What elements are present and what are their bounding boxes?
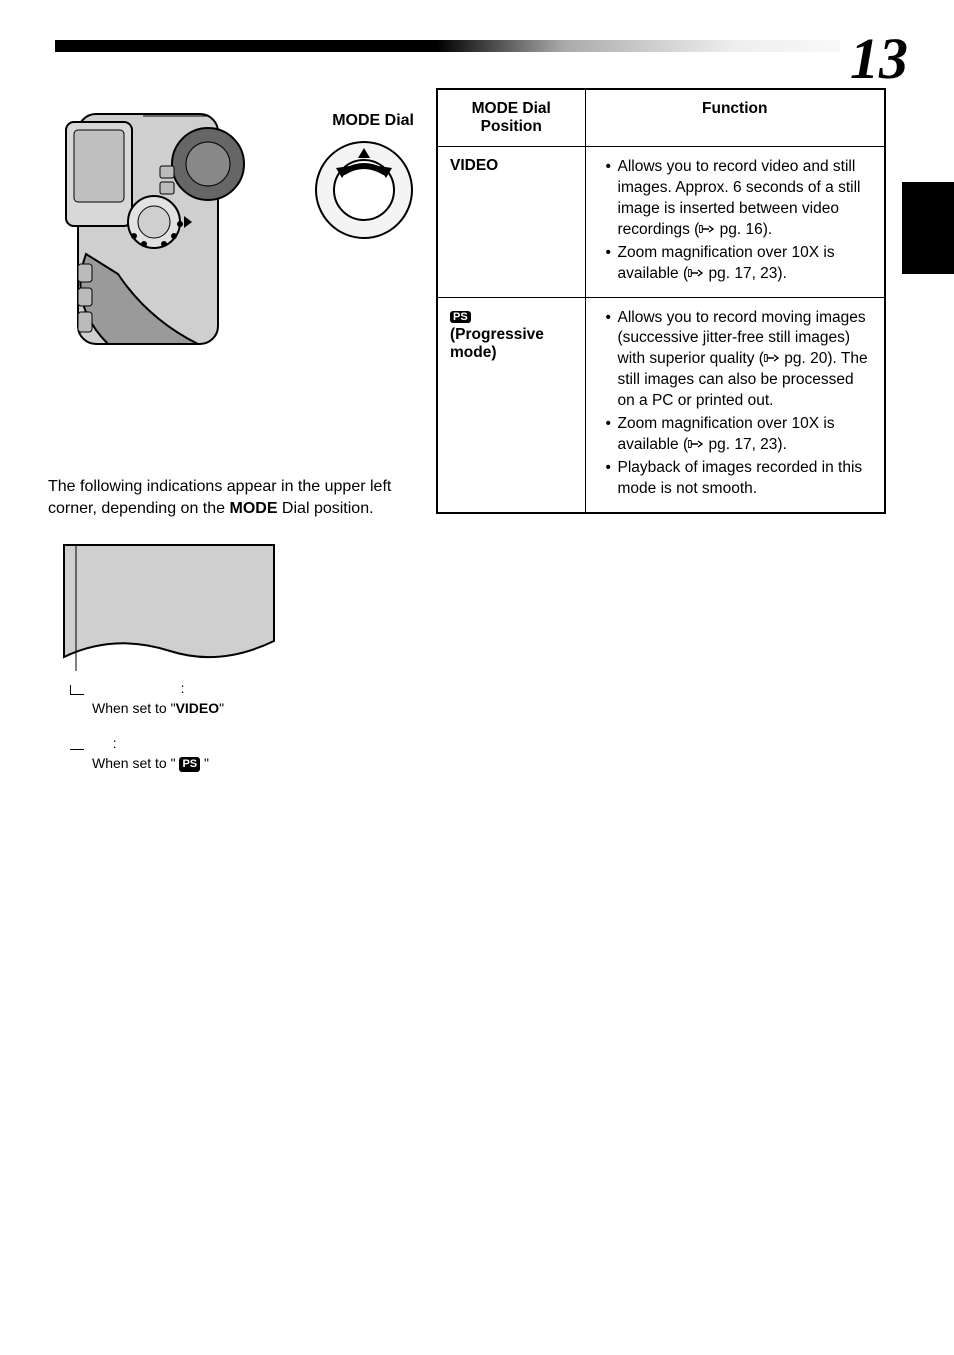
function-text-post: ). xyxy=(777,265,786,282)
function-item: Allows you to record moving images (succ… xyxy=(606,308,873,413)
page-ref-text: pg. 17, 23 xyxy=(708,265,777,282)
function-item: Zoom magnification over 10X is available… xyxy=(606,243,873,285)
legend-video-bold: VIDEO xyxy=(176,700,220,716)
table-cell-mode: VIDEO xyxy=(437,147,585,298)
viewfinder-legend: No indication: When set to "VIDEO" PS: W… xyxy=(70,679,278,773)
mode-label: (Progressive mode) xyxy=(450,326,544,361)
legend-ps-pre: When set to " xyxy=(92,755,179,771)
page-ref-text: pg. 17, 23 xyxy=(708,436,777,453)
function-text-post: ). xyxy=(777,436,786,453)
intro-bold: MODE xyxy=(229,500,277,517)
ps-chip-icon: PS xyxy=(179,757,200,772)
table-cell-function: Allows you to record video and still ima… xyxy=(585,147,885,298)
page-number: 13 xyxy=(840,30,908,88)
function-item: Allows you to record video and still ima… xyxy=(606,157,873,241)
function-text: Playback of images recorded in this mode… xyxy=(618,459,863,497)
table-header-mode: MODE Dial Position xyxy=(437,89,585,147)
intro-post: Dial position. xyxy=(277,500,373,517)
legend-row-video: No indication: When set to "VIDEO" xyxy=(70,679,278,718)
legend-ps-end: " xyxy=(200,755,209,771)
page-ref-icon xyxy=(688,438,704,450)
page-ref-text: pg. 16 xyxy=(720,221,763,238)
mode-function-table: MODE Dial Position Function VIDEO Allows … xyxy=(436,88,886,514)
camcorder-icon xyxy=(48,104,278,364)
page: 13 xyxy=(0,0,954,1355)
table-cell-mode: PS (Progressive mode) xyxy=(437,297,585,513)
legend-ps-colon: : xyxy=(113,735,117,751)
page-ref-icon xyxy=(764,352,780,364)
mode-dial-icon xyxy=(308,134,420,246)
legend-video-colon: : xyxy=(181,680,185,696)
table-cell-function: Allows you to record moving images (succ… xyxy=(585,297,885,513)
viewfinder-icon xyxy=(60,541,278,671)
camera-illustration: MODE Dial xyxy=(48,104,420,366)
page-ref-icon xyxy=(688,267,704,279)
page-ref-text: pg. 20 xyxy=(784,350,827,367)
legend-tick-icon xyxy=(70,685,84,695)
legend-video-end: " xyxy=(219,700,224,716)
mode-dial-label: MODE Dial xyxy=(332,112,414,130)
mode-label: VIDEO xyxy=(450,157,498,174)
legend-row-ps: PS: When set to " PS " xyxy=(70,734,278,773)
left-column: MODE Dial The following indications appe… xyxy=(48,104,420,790)
function-text-post: ). xyxy=(763,221,772,238)
table-header-function: Function xyxy=(585,89,885,147)
legend-tick-icon xyxy=(70,740,84,750)
intro-text: The following indications appear in the … xyxy=(48,476,420,519)
side-tab-marker xyxy=(902,182,954,274)
header-gradient-bar xyxy=(55,40,903,52)
function-item: Playback of images recorded in this mode… xyxy=(606,458,873,500)
legend-video-line: When set to " xyxy=(92,700,176,716)
ps-chip-icon: PS xyxy=(450,311,471,323)
viewfinder-illustration: No indication: When set to "VIDEO" PS: W… xyxy=(60,541,278,773)
function-item: Zoom magnification over 10X is available… xyxy=(606,414,873,456)
page-ref-icon xyxy=(699,223,715,235)
table-row: PS (Progressive mode) Allows you to record… xyxy=(437,297,885,513)
table-row: VIDEO Allows you to record video and stil… xyxy=(437,147,885,298)
